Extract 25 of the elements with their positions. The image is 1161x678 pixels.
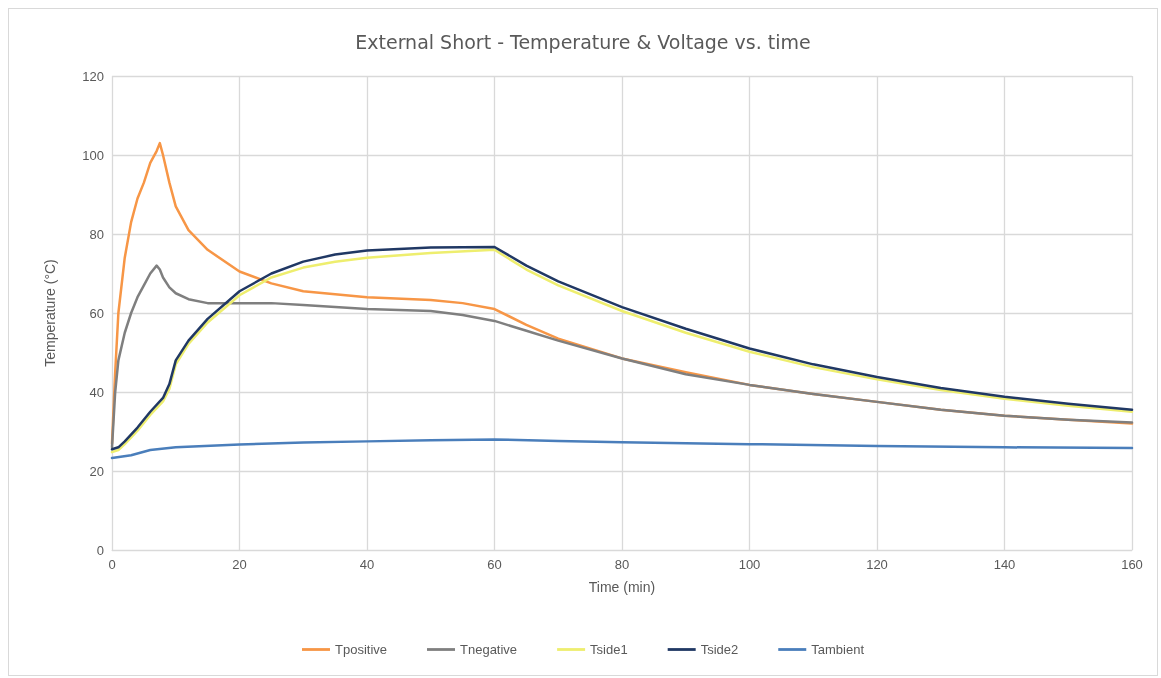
- x-tick-label: 100: [738, 557, 761, 572]
- y-tick-label: 80: [89, 226, 104, 242]
- x-tick-label: 80: [614, 557, 630, 572]
- legend-label: Tnegative: [460, 642, 518, 657]
- x-axis-title: Time (min): [588, 579, 656, 595]
- legend-label: Tpositive: [334, 642, 388, 657]
- y-tick-label: 40: [89, 384, 104, 400]
- y-axis-title: Temperature (°C): [42, 259, 58, 367]
- legend-label: Tside2: [700, 642, 739, 657]
- y-tick-label: 120: [82, 68, 104, 84]
- x-tick-label: 160: [1121, 557, 1143, 572]
- legend-label: Tambient: [811, 642, 865, 657]
- line-series: [110, 438, 1134, 460]
- y-tick-label: 0: [96, 542, 104, 558]
- x-tick-label: 0: [108, 557, 116, 572]
- x-tick-label: 140: [993, 557, 1016, 572]
- x-tick-label: 120: [866, 557, 888, 572]
- y-tick-label: 100: [82, 147, 104, 163]
- x-tick-label: 60: [487, 557, 502, 572]
- y-tick-label: 20: [89, 463, 104, 479]
- legend-label: Tside1: [590, 642, 628, 657]
- y-tick-label: 60: [89, 305, 104, 321]
- x-tick-label: 20: [232, 557, 247, 572]
- chart-title: External Short - Temperature & Voltage vs. time: [355, 30, 811, 53]
- x-tick-label: 40: [359, 557, 375, 572]
